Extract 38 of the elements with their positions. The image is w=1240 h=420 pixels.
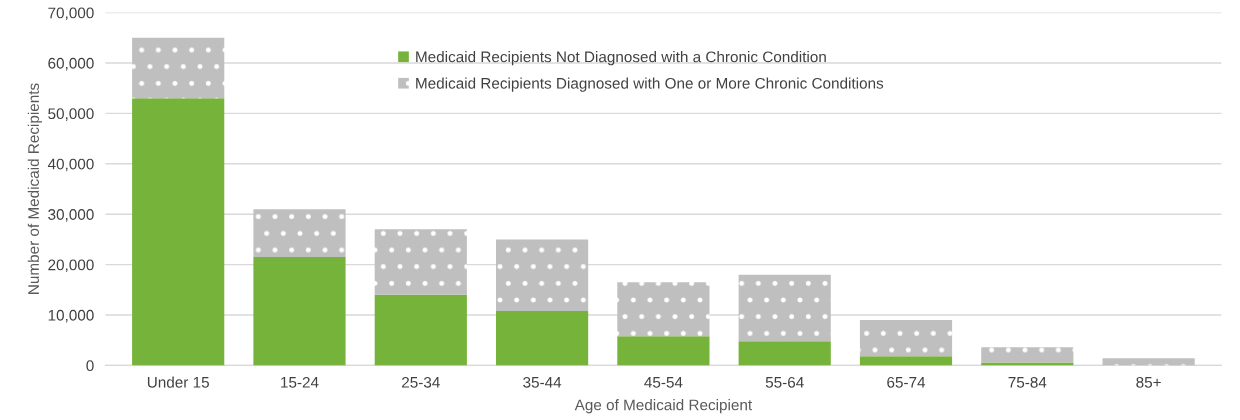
y-tick-label: 60,000: [48, 57, 94, 71]
x-tick-label: 75-84: [1008, 376, 1047, 388]
y-tick-label: 30,000: [48, 209, 94, 222]
x-axis-title: Age of Medicaid Recipient: [574, 399, 753, 414]
y-tick-label: 70,000: [48, 7, 94, 21]
y-tick-label: 0: [86, 360, 94, 372]
bar: [738, 274, 831, 342]
x-tick-label: 15-24: [281, 376, 319, 388]
bar: [1102, 358, 1195, 366]
y-tick-label: 40,000: [47, 158, 94, 172]
legend-label: Medicaid Recipients Diagnosed with One or More Chronic Conditions: [416, 77, 884, 92]
bar: [374, 294, 467, 366]
bar: [738, 341, 831, 366]
y-tick-label: 20,000: [48, 259, 94, 273]
y-tick-label: 50,000: [48, 108, 94, 121]
bar: [132, 37, 225, 99]
x-tick-label: 45-54: [644, 377, 683, 388]
bar: [617, 282, 710, 337]
bar: [132, 98, 225, 366]
bar: [859, 356, 953, 366]
bar: [981, 362, 1074, 366]
x-tick-label: 35-44: [523, 376, 562, 388]
bar: [617, 336, 710, 366]
y-tick-label: 10,000: [48, 309, 94, 323]
bar: [253, 257, 346, 366]
bar: [253, 209, 346, 258]
legend-label: Medicaid Recipients Not Diagnosed with a Chronic Condition: [416, 51, 826, 66]
bar: [496, 310, 589, 366]
x-tick-label: 55-64: [765, 376, 804, 388]
bar: [981, 347, 1074, 363]
bar: [859, 320, 953, 357]
y-axis-title: Number of Medicaid Recipients: [27, 83, 43, 294]
bar: [496, 239, 589, 311]
x-tick-label: Under 15: [147, 376, 209, 388]
x-tick-label: 25-34: [402, 376, 440, 388]
bar: [374, 229, 467, 295]
x-tick-label: 85+: [1136, 376, 1161, 388]
x-tick-label: 65-74: [887, 376, 926, 388]
